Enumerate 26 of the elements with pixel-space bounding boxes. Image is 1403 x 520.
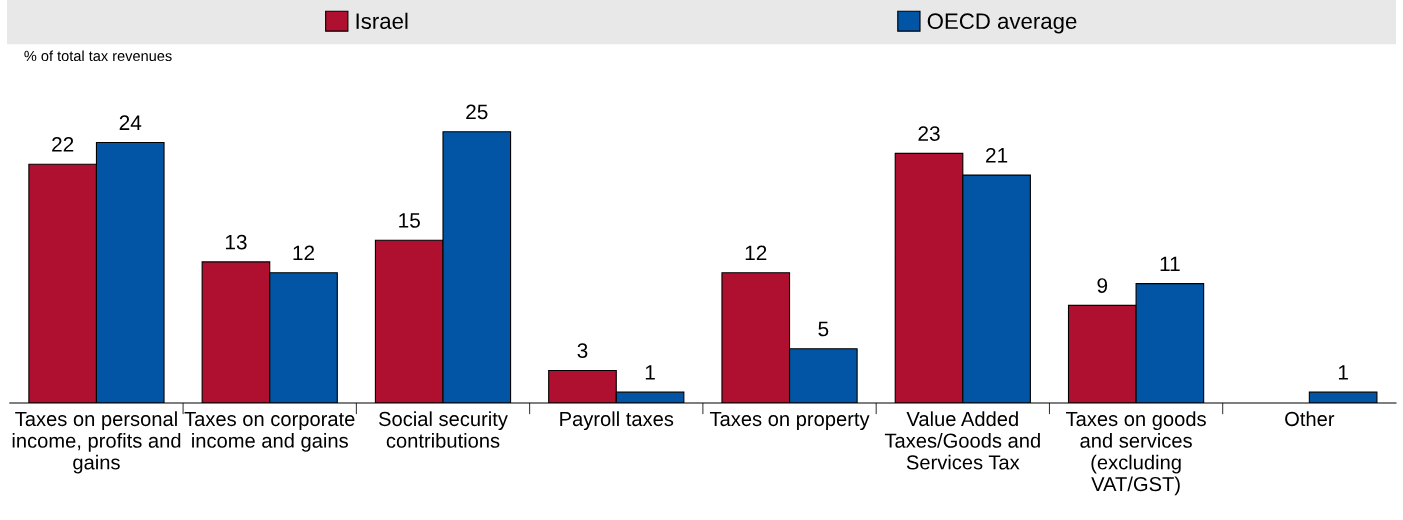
x-tick-label: Taxes on goods and services (excluding VAT/GST) xyxy=(1066,411,1206,496)
data-label: 12 xyxy=(745,245,767,261)
x-tick-label: Taxes on property xyxy=(709,412,870,431)
data-label: 5 xyxy=(818,321,829,337)
data-label: 22 xyxy=(52,137,74,152)
data-label: 1 xyxy=(645,365,655,380)
data-label: 23 xyxy=(918,126,940,141)
data-label: 13 xyxy=(225,234,247,250)
data-label: 12 xyxy=(293,245,315,261)
data-label: 3 xyxy=(577,343,588,358)
x-tick-label: Social security contributions xyxy=(379,411,508,448)
y-axis-title: % of total tax revenues xyxy=(24,50,172,62)
x-tick-label: Taxes on corporate income and gains xyxy=(184,412,355,452)
data-label: 21 xyxy=(986,147,1008,163)
x-tick-label: Payroll taxes xyxy=(560,411,674,431)
x-tick-label: Taxes on personal income, profits and gains xyxy=(12,411,181,474)
legend-label: OECD average xyxy=(927,13,1077,34)
legend-label: Israel xyxy=(356,12,408,30)
data-label: 1 xyxy=(1338,365,1348,380)
x-tick-label: Value Added Taxes/Goods and Services Tax xyxy=(884,411,1040,470)
data-label: 24 xyxy=(119,115,142,130)
data-label: 11 xyxy=(1160,256,1180,271)
data-label: 15 xyxy=(399,213,420,228)
data-label: 9 xyxy=(1097,278,1108,293)
x-tick-label: Other xyxy=(1285,411,1335,427)
data-label: 25 xyxy=(466,104,488,120)
